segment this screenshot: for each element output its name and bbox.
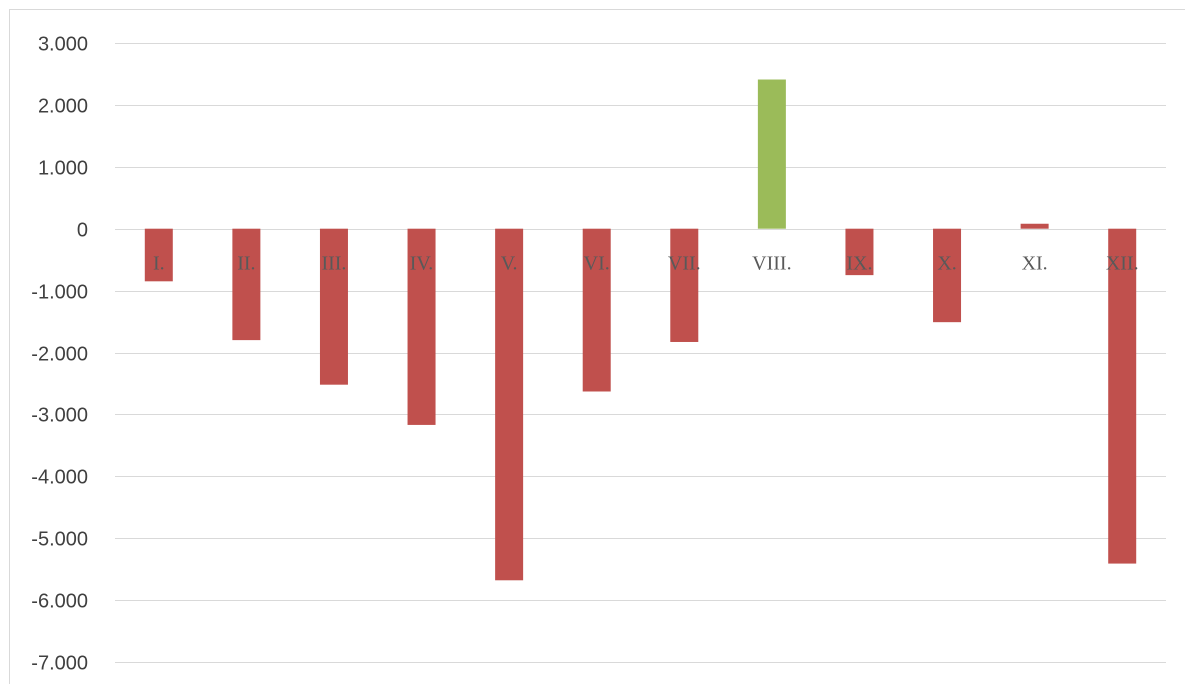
y-tick-label: -5.000 (31, 529, 88, 551)
bar-xi (1020, 223, 1049, 229)
category-label: VII. (668, 253, 701, 275)
bar-v (495, 228, 524, 581)
y-axis-tick-labels: 3.000 2.000 1.000 0 -1.000 -2.000 -3.000 -4.000… (31, 34, 88, 675)
bars (144, 79, 1137, 581)
category-label: III. (321, 253, 346, 275)
category-labels: I. II. III. IV. V. VI. VII. VIII. IX. X. XI. XII. (153, 253, 1139, 275)
bar-iv (407, 228, 436, 425)
category-label: V. (501, 253, 518, 275)
category-label: IV. (410, 253, 434, 275)
y-tick-label: -4.000 (31, 467, 88, 489)
category-label: XII. (1106, 253, 1139, 275)
category-label: IX. (846, 253, 872, 275)
y-tick-label: 1.000 (38, 158, 88, 180)
y-tick-label: -6.000 (31, 591, 88, 613)
category-label: II. (237, 253, 255, 275)
y-tick-label: -2.000 (31, 344, 88, 366)
bar-ix (845, 228, 874, 276)
category-label: X. (937, 253, 956, 275)
category-label: XI. (1022, 253, 1048, 275)
y-tick-label: -3.000 (31, 405, 88, 427)
bar-xii (1108, 228, 1137, 564)
y-tick-label: -7.000 (31, 653, 88, 675)
bar-iii (319, 228, 348, 385)
bar-vii (670, 228, 699, 342)
bar-x (933, 228, 962, 323)
y-tick-label: -1.000 (31, 282, 88, 304)
bar-vi (582, 228, 611, 392)
y-tick-label: 2.000 (38, 96, 88, 118)
chart-frame (9, 9, 1185, 684)
y-tick-label: 0 (77, 220, 88, 242)
category-label: VI. (584, 253, 610, 275)
bar-ii (232, 228, 261, 341)
category-label: VIII. (752, 253, 791, 275)
gridlines (115, 43, 1166, 663)
bar-i (144, 228, 173, 282)
bar-viii (757, 79, 786, 229)
y-tick-label: 3.000 (38, 34, 88, 56)
category-label: I. (153, 253, 165, 275)
